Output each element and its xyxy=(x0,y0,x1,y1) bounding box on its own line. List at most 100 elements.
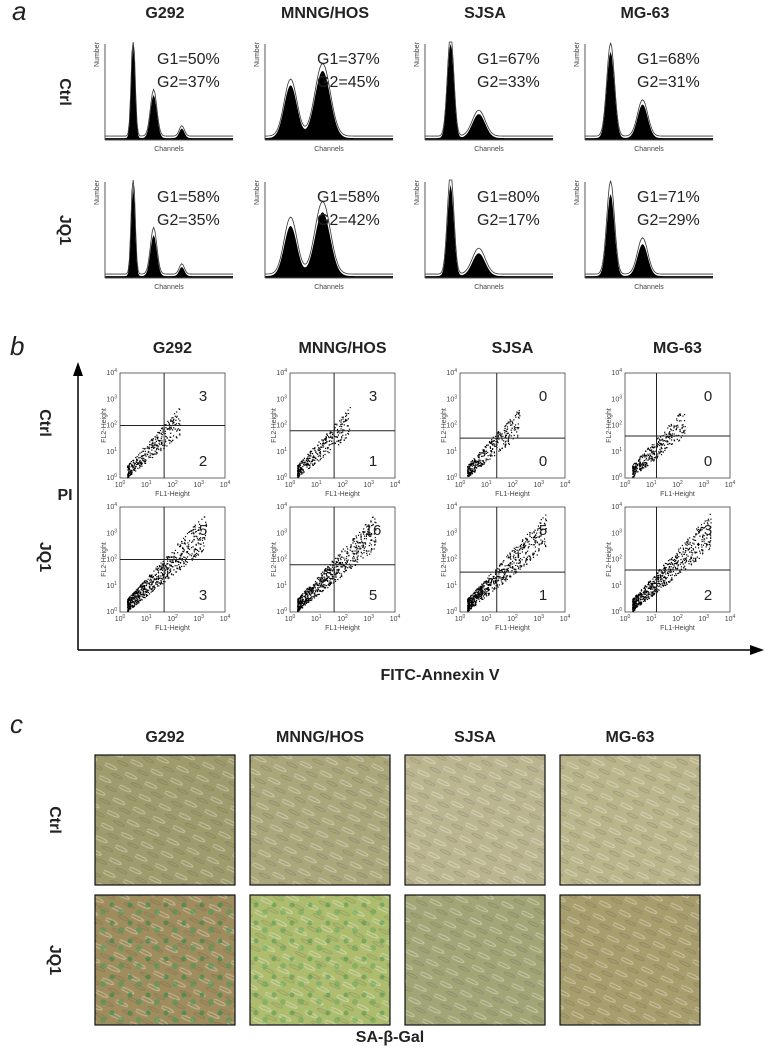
event-dot xyxy=(160,581,163,583)
event-dot xyxy=(696,528,698,530)
event-dot xyxy=(144,580,146,582)
event-dot xyxy=(490,580,493,583)
event-dot xyxy=(321,446,323,448)
event-dot xyxy=(676,554,678,557)
event-dot xyxy=(679,414,682,417)
event-dot xyxy=(479,593,481,595)
event-dot xyxy=(193,555,196,557)
event-dot xyxy=(480,587,482,589)
event-dot xyxy=(700,529,702,532)
event-dot xyxy=(513,427,516,429)
event-dot xyxy=(526,538,529,540)
event-dot xyxy=(697,543,699,546)
event-dot xyxy=(302,459,304,461)
event-dot xyxy=(155,451,157,453)
event-dot xyxy=(678,572,680,574)
event-dot xyxy=(134,599,136,602)
event-dot xyxy=(640,463,642,465)
event-dot xyxy=(352,539,354,541)
event-dot xyxy=(308,591,310,593)
micrograph xyxy=(404,894,546,1026)
event-dot xyxy=(336,561,339,563)
event-dot xyxy=(335,436,337,438)
x-tick-label: 101 xyxy=(311,480,322,489)
event-dot xyxy=(162,574,164,577)
event-dot xyxy=(191,553,193,555)
event-dot xyxy=(645,450,647,452)
event-dot xyxy=(129,463,131,465)
event-dot xyxy=(683,413,686,416)
event-dot xyxy=(184,556,186,559)
event-dot xyxy=(183,542,185,545)
event-dot xyxy=(300,604,302,606)
event-dot xyxy=(135,470,137,472)
event-dot xyxy=(316,589,318,591)
event-dot xyxy=(678,548,680,550)
event-dot xyxy=(164,570,166,572)
event-dot xyxy=(506,575,509,577)
event-dot xyxy=(304,464,307,466)
x-tick-label: 103 xyxy=(363,480,374,489)
event-dot xyxy=(356,556,358,558)
axis-label: FL2-Height xyxy=(271,542,278,577)
event-dot xyxy=(203,537,205,539)
event-dot xyxy=(135,599,137,602)
event-dot xyxy=(474,466,476,469)
event-dot xyxy=(632,476,634,478)
tick-base: 10 xyxy=(167,482,175,489)
axis-label: Channels xyxy=(474,146,504,153)
event-dot xyxy=(143,596,145,599)
event-dot xyxy=(480,596,482,599)
event-dot xyxy=(364,531,366,533)
y-tick-label: 102 xyxy=(611,421,622,430)
event-dot xyxy=(499,565,501,567)
event-dot xyxy=(635,600,638,602)
event-dot xyxy=(529,534,531,536)
axis-label: FL1-Height xyxy=(495,491,530,498)
event-dot xyxy=(129,462,132,465)
event-dot xyxy=(132,465,134,467)
event-dot xyxy=(303,602,305,605)
event-dot xyxy=(487,590,490,592)
event-dot xyxy=(144,462,147,464)
event-dot xyxy=(188,548,191,550)
event-dot xyxy=(311,599,313,601)
event-dot xyxy=(640,596,642,598)
event-dot xyxy=(366,550,368,552)
event-dot xyxy=(365,534,368,536)
micrograph-frame xyxy=(94,754,236,886)
event-dot xyxy=(652,585,654,587)
tick-exponent: 0 xyxy=(123,614,126,620)
event-dot xyxy=(655,576,657,579)
tick-exponent: 3 xyxy=(201,614,204,620)
event-dot xyxy=(685,541,688,543)
event-dot xyxy=(660,450,663,453)
event-dot xyxy=(509,565,511,567)
event-dot xyxy=(183,565,185,567)
event-dot xyxy=(633,468,635,470)
event-dot xyxy=(643,462,646,464)
event-dot xyxy=(205,521,207,523)
event-dot xyxy=(511,420,513,422)
event-dot xyxy=(193,551,195,553)
event-dot xyxy=(509,554,511,556)
event-dot xyxy=(197,542,199,544)
event-dot xyxy=(359,546,361,548)
tick-exponent: 2 xyxy=(680,614,683,620)
event-dot xyxy=(192,540,194,542)
event-dot xyxy=(480,464,482,466)
event-dot xyxy=(633,467,636,469)
event-dot xyxy=(642,596,645,598)
event-dot xyxy=(487,592,489,595)
event-dot xyxy=(491,448,494,450)
event-dot xyxy=(127,606,129,609)
event-dot xyxy=(644,593,647,595)
event-dot xyxy=(127,610,129,613)
event-dot xyxy=(636,600,638,602)
event-dot xyxy=(635,603,638,605)
event-dot xyxy=(478,594,480,596)
event-dot xyxy=(154,453,156,455)
event-dot xyxy=(327,584,329,586)
event-dot xyxy=(342,434,344,436)
event-dot xyxy=(672,559,674,561)
